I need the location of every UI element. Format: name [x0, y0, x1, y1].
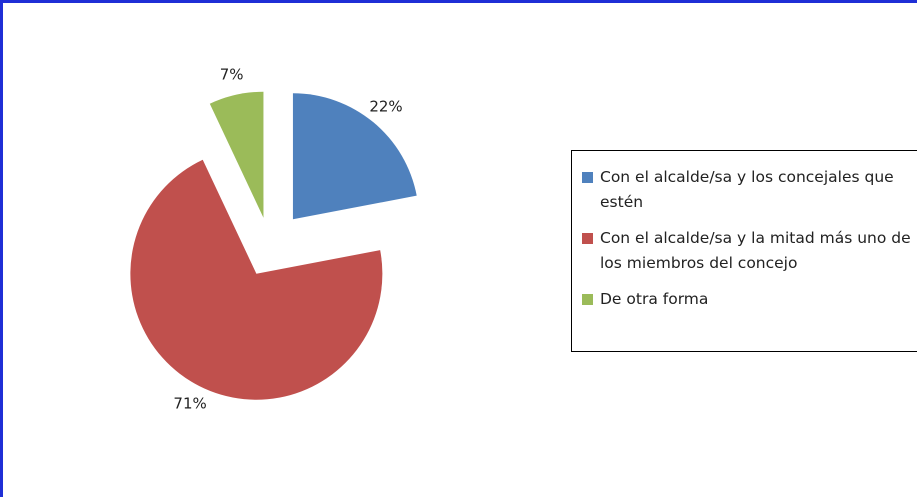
legend: Con el alcalde/sa y los concejales que e…: [571, 150, 917, 352]
legend-item: De otra forma: [582, 287, 917, 312]
legend-label: Con el alcalde/sa y los concejales que e…: [600, 168, 894, 211]
pie-slice: [209, 91, 264, 218]
legend-swatch: [582, 172, 593, 183]
legend-item: Con el alcalde/sa y la mitad más uno de …: [582, 226, 917, 276]
data-label: 22%: [369, 97, 402, 115]
legend-swatch: [582, 294, 593, 305]
legend-label: Con el alcalde/sa y la mitad más uno de …: [600, 229, 911, 272]
legend-label: De otra forma: [600, 290, 709, 308]
legend-swatch: [582, 233, 593, 244]
pie-chart: 22% 71% 7%: [130, 66, 417, 412]
pie-slice: [292, 93, 417, 220]
data-label: 71%: [173, 394, 206, 412]
data-label: 7%: [220, 66, 244, 84]
legend-item: Con el alcalde/sa y los concejales que e…: [582, 165, 917, 215]
pie-slice: [130, 159, 383, 400]
